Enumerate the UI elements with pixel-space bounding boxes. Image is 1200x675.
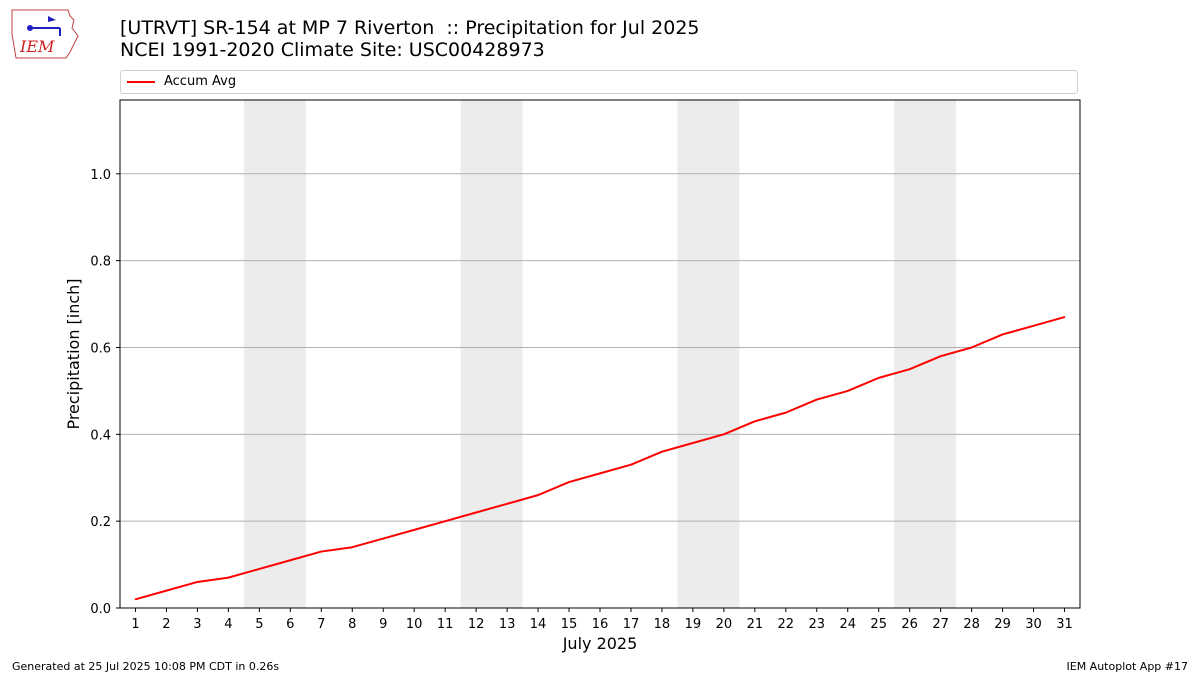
- data-point: [1063, 316, 1066, 318]
- chart-title: [UTRVT] SR-154 at MP 7 Riverton :: Preci…: [120, 17, 700, 39]
- data-point: [1001, 333, 1004, 336]
- y-tick-label: 1.0: [90, 168, 111, 183]
- iem-logo: IEM: [11, 9, 79, 59]
- x-tick-label: 11: [437, 617, 454, 632]
- x-tick-label: 2: [162, 617, 170, 632]
- y-tick-label: 0.6: [90, 341, 111, 356]
- legend: Accum Avg: [120, 70, 1078, 94]
- x-tick-label: 19: [685, 617, 702, 632]
- data-point: [165, 589, 168, 592]
- y-tick-label: 0.2: [90, 515, 111, 530]
- data-point: [258, 568, 261, 570]
- x-tick-label: 30: [1025, 617, 1042, 632]
- data-point: [908, 368, 911, 370]
- series-line-accum-avg: [135, 316, 1065, 601]
- footer-generated: Generated at 25 Jul 2025 10:08 PM CDT in…: [12, 660, 280, 673]
- data-point: [785, 411, 787, 414]
- data-point: [413, 529, 415, 531]
- data-point: [723, 433, 725, 436]
- x-tick-label: 17: [623, 617, 640, 632]
- weekend-band: [243, 100, 306, 608]
- data-point: [289, 559, 292, 562]
- legend-label: Accum Avg: [164, 74, 237, 89]
- weekend-band: [677, 100, 740, 608]
- x-tick-label: 20: [716, 617, 733, 632]
- x-tick-label: 10: [406, 617, 423, 632]
- data-point: [227, 576, 230, 579]
- x-tick-label: 29: [994, 617, 1011, 632]
- x-tick-label: 25: [870, 617, 887, 632]
- x-tick-label: 28: [963, 617, 980, 632]
- data-point: [1032, 324, 1035, 327]
- x-tick-label: 18: [654, 617, 671, 632]
- x-tick-label: 27: [932, 617, 949, 632]
- data-point: [599, 472, 601, 475]
- weekend-band: [460, 100, 523, 608]
- x-axis-label: July 2025: [562, 634, 638, 653]
- data-point: [134, 598, 137, 601]
- data-point: [939, 355, 942, 357]
- y-tick-label: 0.0: [90, 602, 111, 617]
- data-point: [351, 546, 354, 549]
- x-tick-label: 12: [468, 617, 485, 632]
- data-point: [754, 420, 756, 423]
- data-point: [196, 581, 199, 583]
- data-point: [877, 377, 880, 379]
- x-tick-label: 1: [131, 617, 139, 632]
- data-point: [970, 346, 973, 349]
- x-tick-label: 16: [592, 617, 609, 632]
- x-tick-label: 22: [778, 617, 795, 632]
- x-tick-label: 24: [839, 617, 856, 632]
- x-tick-label: 23: [809, 617, 826, 632]
- data-point: [692, 442, 694, 444]
- logo-text: IEM: [19, 37, 55, 56]
- x-tick-label: 21: [747, 617, 764, 632]
- data-point: [846, 390, 849, 392]
- y-tick-label: 0.4: [90, 428, 111, 443]
- x-tick-label: 6: [286, 617, 294, 632]
- x-tick-label: 8: [348, 617, 356, 632]
- footer-app-id: IEM Autoplot App #17: [1066, 660, 1189, 673]
- x-tick-label: 31: [1056, 617, 1073, 632]
- y-tick-label: 0.8: [90, 255, 111, 270]
- weekend-band: [894, 100, 957, 608]
- x-tick-label: 3: [193, 617, 201, 632]
- x-tick-label: 14: [530, 617, 547, 632]
- data-point: [320, 550, 323, 553]
- chart-subtitle: NCEI 1991-2020 Climate Site: USC00428973: [120, 39, 545, 61]
- axes-frame: [119, 99, 1081, 609]
- x-tick-label: 13: [499, 617, 516, 632]
- data-point: [444, 520, 446, 522]
- data-point: [815, 398, 818, 401]
- x-tick-label: 4: [224, 617, 232, 632]
- y-axis-label: Precipitation [inch]: [64, 278, 83, 429]
- x-tick-label: 15: [561, 617, 578, 632]
- x-tick-label: 5: [255, 617, 263, 632]
- x-tick-label: 7: [317, 617, 325, 632]
- data-point: [568, 481, 570, 483]
- data-point: [630, 463, 632, 466]
- data-point: [506, 502, 508, 505]
- data-point: [537, 494, 539, 496]
- legend-line-swatch: [127, 81, 155, 83]
- x-tick-label: 26: [901, 617, 918, 632]
- data-point: [382, 537, 385, 540]
- data-point: [475, 511, 477, 514]
- x-tick-label: 9: [379, 617, 387, 632]
- data-point: [661, 450, 663, 453]
